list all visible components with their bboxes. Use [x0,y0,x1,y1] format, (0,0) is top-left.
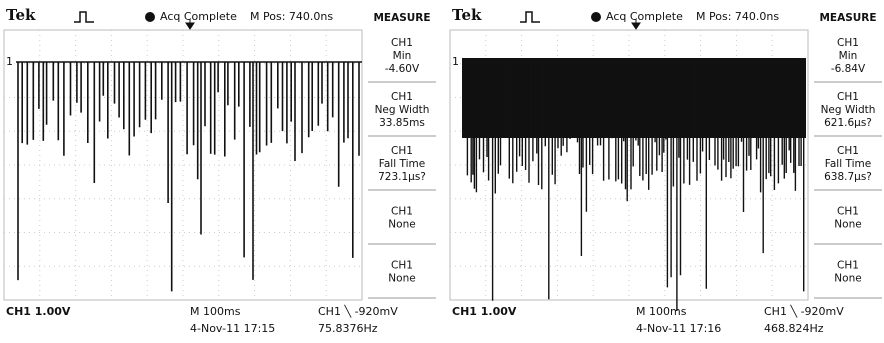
position: M Pos: 740.0ns [250,10,333,23]
measure-channel: CH1 [391,91,413,103]
position: M Pos: 740.0ns [696,10,779,23]
measure-title: MEASURE [819,12,876,24]
measure-channel: CH1 [837,91,859,103]
trigger-icon [520,12,540,22]
channel-marker: 1 [6,55,13,68]
measure-channel: CH1 [837,37,859,49]
measure-label: None [834,219,861,231]
measure-value: 33.85ms [379,117,425,129]
timebase: M 100ms [636,305,687,318]
measure-label: Neg Width [375,104,430,116]
measure-channel: CH1 [391,260,413,272]
measure-channel: CH1 [837,206,859,218]
measure-label: None [388,273,415,285]
measure-label: Min [839,50,858,62]
measure-title: MEASURE [373,12,430,24]
channel-marker: 1 [452,55,459,68]
measure-channel: CH1 [391,145,413,157]
measure-value: 621.6µs? [824,117,872,129]
measure-channel: CH1 [391,206,413,218]
status-dot [145,12,155,22]
measure-label: Fall Time [379,158,425,170]
frequency: 468.824Hz [764,322,824,335]
measure-value: -4.60V [385,63,420,75]
timebase: M 100ms [190,305,241,318]
scope-screen: Tek Acq Complete M Pos: 740.0ns 1 MEASURE CH1… [4,6,436,335]
measure-label: None [834,273,861,285]
measure-value: 638.7µs? [824,171,872,183]
measure-label: None [388,219,415,231]
oscilloscope-screenshots: Tek Acq Complete M Pos: 740.0ns 1 MEASURE CH1… [0,0,884,343]
brand: Tek [452,6,482,24]
channel-scale: CH1 1.00V [452,305,517,318]
timestamp: 4-Nov-11 17:15 [190,322,275,335]
measure-channel: CH1 [391,37,413,49]
timestamp: 4-Nov-11 17:16 [636,322,721,335]
measure-label: Neg Width [821,104,876,116]
measure-channel: CH1 [837,145,859,157]
frequency: 75.8376Hz [318,322,378,335]
channel-scale: CH1 1.00V [6,305,71,318]
trigger-level: CH1 ╲ -920mV [764,304,844,318]
measure-channel: CH1 [837,260,859,272]
measure-value: 723.1µs? [378,171,426,183]
trigger-level: CH1 ╲ -920mV [318,304,398,318]
acq-status: Acq Complete [606,10,683,23]
waveform-band [462,58,806,138]
scope-screen: Tek Acq Complete M Pos: 740.0ns 1 MEASURE CH1… [450,6,882,335]
measure-label: Fall Time [825,158,871,170]
measure-value: -6.84V [831,63,866,75]
trigger-icon [74,12,94,22]
acq-status: Acq Complete [160,10,237,23]
measure-label: Min [393,50,412,62]
brand: Tek [6,6,36,24]
status-dot [591,12,601,22]
